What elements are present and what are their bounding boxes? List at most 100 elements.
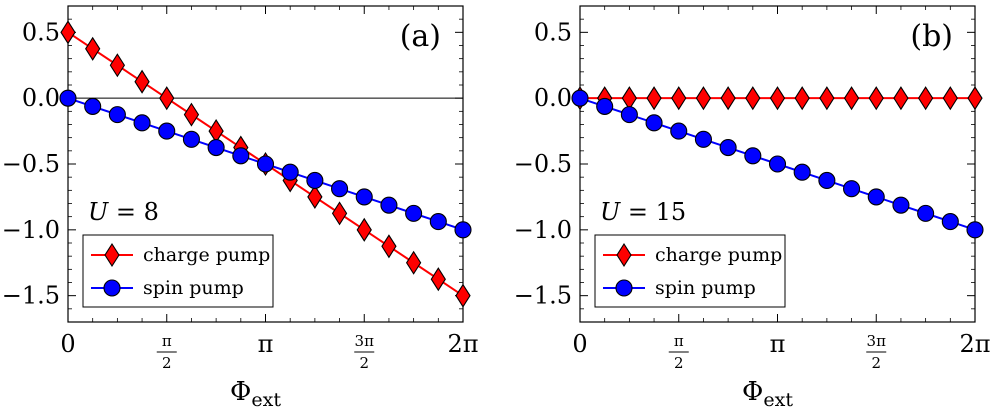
series-spin-pump (59, 89, 472, 239)
x-tick-label-fraction: π2 (156, 332, 177, 372)
x-tick-label-denominator: 2 (871, 354, 881, 372)
data-point-diamond (720, 86, 736, 111)
data-point-diamond (695, 86, 712, 111)
data-point-circle (454, 221, 472, 239)
y-tick-label: −1.0 (514, 216, 572, 244)
data-point-circle (405, 204, 423, 222)
data-point-diamond (381, 234, 397, 259)
data-point-circle (108, 106, 126, 124)
y-tick-label: 0.0 (22, 84, 60, 112)
data-point-circle (331, 180, 349, 198)
data-point-circle (59, 89, 77, 107)
parameter-label: U = 15 (600, 198, 686, 226)
series-charge-pump (572, 86, 983, 111)
data-point-diamond (745, 86, 761, 111)
data-point-circle (429, 213, 447, 231)
data-point-diamond (208, 119, 224, 144)
data-point-diamond (159, 86, 175, 111)
legend-label: charge pump (655, 244, 782, 266)
x-tick-label-numerator: π (162, 332, 172, 350)
x-axis-label: Φext (742, 377, 793, 411)
data-point-diamond (843, 86, 860, 111)
y-tick-label: −1.5 (514, 282, 572, 310)
legend-item: spin pump (91, 277, 244, 299)
y-tick-label: 0.5 (534, 18, 572, 46)
x-tick-label: 0 (572, 330, 587, 358)
data-point-circle (207, 138, 225, 157)
x-axis-label-subscript: ext (763, 389, 793, 411)
data-point-diamond (942, 86, 958, 111)
x-tick-label: 0 (60, 330, 75, 358)
y-tick-label: −1.0 (2, 216, 60, 244)
data-point-diamond (967, 86, 983, 111)
data-point-diamond (405, 250, 422, 275)
data-point-circle (158, 122, 176, 140)
parameter-label: U = 8 (88, 198, 159, 226)
data-point-diamond (893, 86, 909, 111)
legend-label: spin pump (143, 277, 244, 299)
x-tick-label-fraction: π2 (668, 332, 689, 372)
data-point-circle (645, 114, 663, 132)
x-tick-label-fraction: 3π2 (866, 332, 887, 372)
x-tick-label: π (258, 330, 274, 358)
y-tick-label: −1.5 (2, 282, 60, 310)
x-axis-label-subscript: ext (251, 389, 281, 411)
legend-label: charge pump (143, 244, 270, 266)
data-point-circle (670, 122, 688, 140)
data-point-diamond (819, 86, 835, 111)
data-point-circle (843, 180, 861, 198)
data-point-circle (867, 188, 885, 206)
data-point-circle (182, 130, 200, 148)
data-point-circle (768, 155, 787, 173)
data-point-diamond (671, 86, 687, 111)
x-tick-label-numerator: π (674, 332, 684, 350)
data-point-circle (818, 171, 836, 190)
panel-label: (a) (400, 19, 441, 54)
data-point-diamond (109, 53, 126, 78)
data-point-circle (571, 89, 589, 107)
data-point-circle (793, 163, 811, 181)
data-point-circle (133, 114, 151, 132)
series-spin-pump (571, 89, 984, 239)
data-point-diamond (356, 217, 372, 242)
x-tick-label-denominator: 2 (162, 354, 172, 372)
data-point-diamond (917, 86, 934, 111)
data-point-circle (232, 147, 250, 165)
legend-marker-diamond (616, 242, 632, 268)
x-tick-label-denominator: 2 (359, 354, 369, 372)
data-point-circle (892, 196, 910, 214)
data-point-circle (256, 155, 275, 173)
data-point-circle (380, 196, 398, 214)
data-point-diamond (85, 36, 101, 61)
data-point-diamond (183, 102, 200, 127)
x-tick-label: 2π (959, 330, 990, 358)
data-point-diamond (769, 86, 786, 111)
x-tick-label-fraction: 3π2 (354, 332, 375, 372)
data-point-diamond (307, 184, 323, 209)
data-point-circle (306, 171, 324, 190)
data-point-diamond (331, 201, 348, 226)
data-point-circle (355, 188, 373, 206)
x-tick-label-numerator: 3π (867, 332, 887, 350)
legend-item: charge pump (603, 242, 782, 268)
legend-label: spin pump (655, 277, 756, 299)
y-tick-label: 0.5 (22, 18, 60, 46)
data-point-circle (719, 138, 737, 157)
data-point-circle (620, 106, 638, 124)
data-point-circle (966, 221, 984, 239)
data-point-circle (744, 147, 762, 165)
data-point-diamond (794, 86, 810, 111)
legend-marker-circle (615, 279, 633, 297)
x-tick-label-numerator: 3π (355, 332, 375, 350)
y-tick-label: 0.0 (534, 84, 572, 112)
legend-marker-diamond (104, 242, 120, 268)
data-point-diamond (430, 267, 446, 292)
parameter-name: U (88, 198, 109, 226)
legend: charge pump spin pump (594, 234, 786, 308)
data-point-diamond (621, 86, 638, 111)
data-point-circle (84, 97, 102, 115)
legend: charge pump spin pump (82, 234, 274, 308)
data-point-diamond (455, 283, 471, 308)
x-axis-label: Φext (230, 377, 281, 411)
